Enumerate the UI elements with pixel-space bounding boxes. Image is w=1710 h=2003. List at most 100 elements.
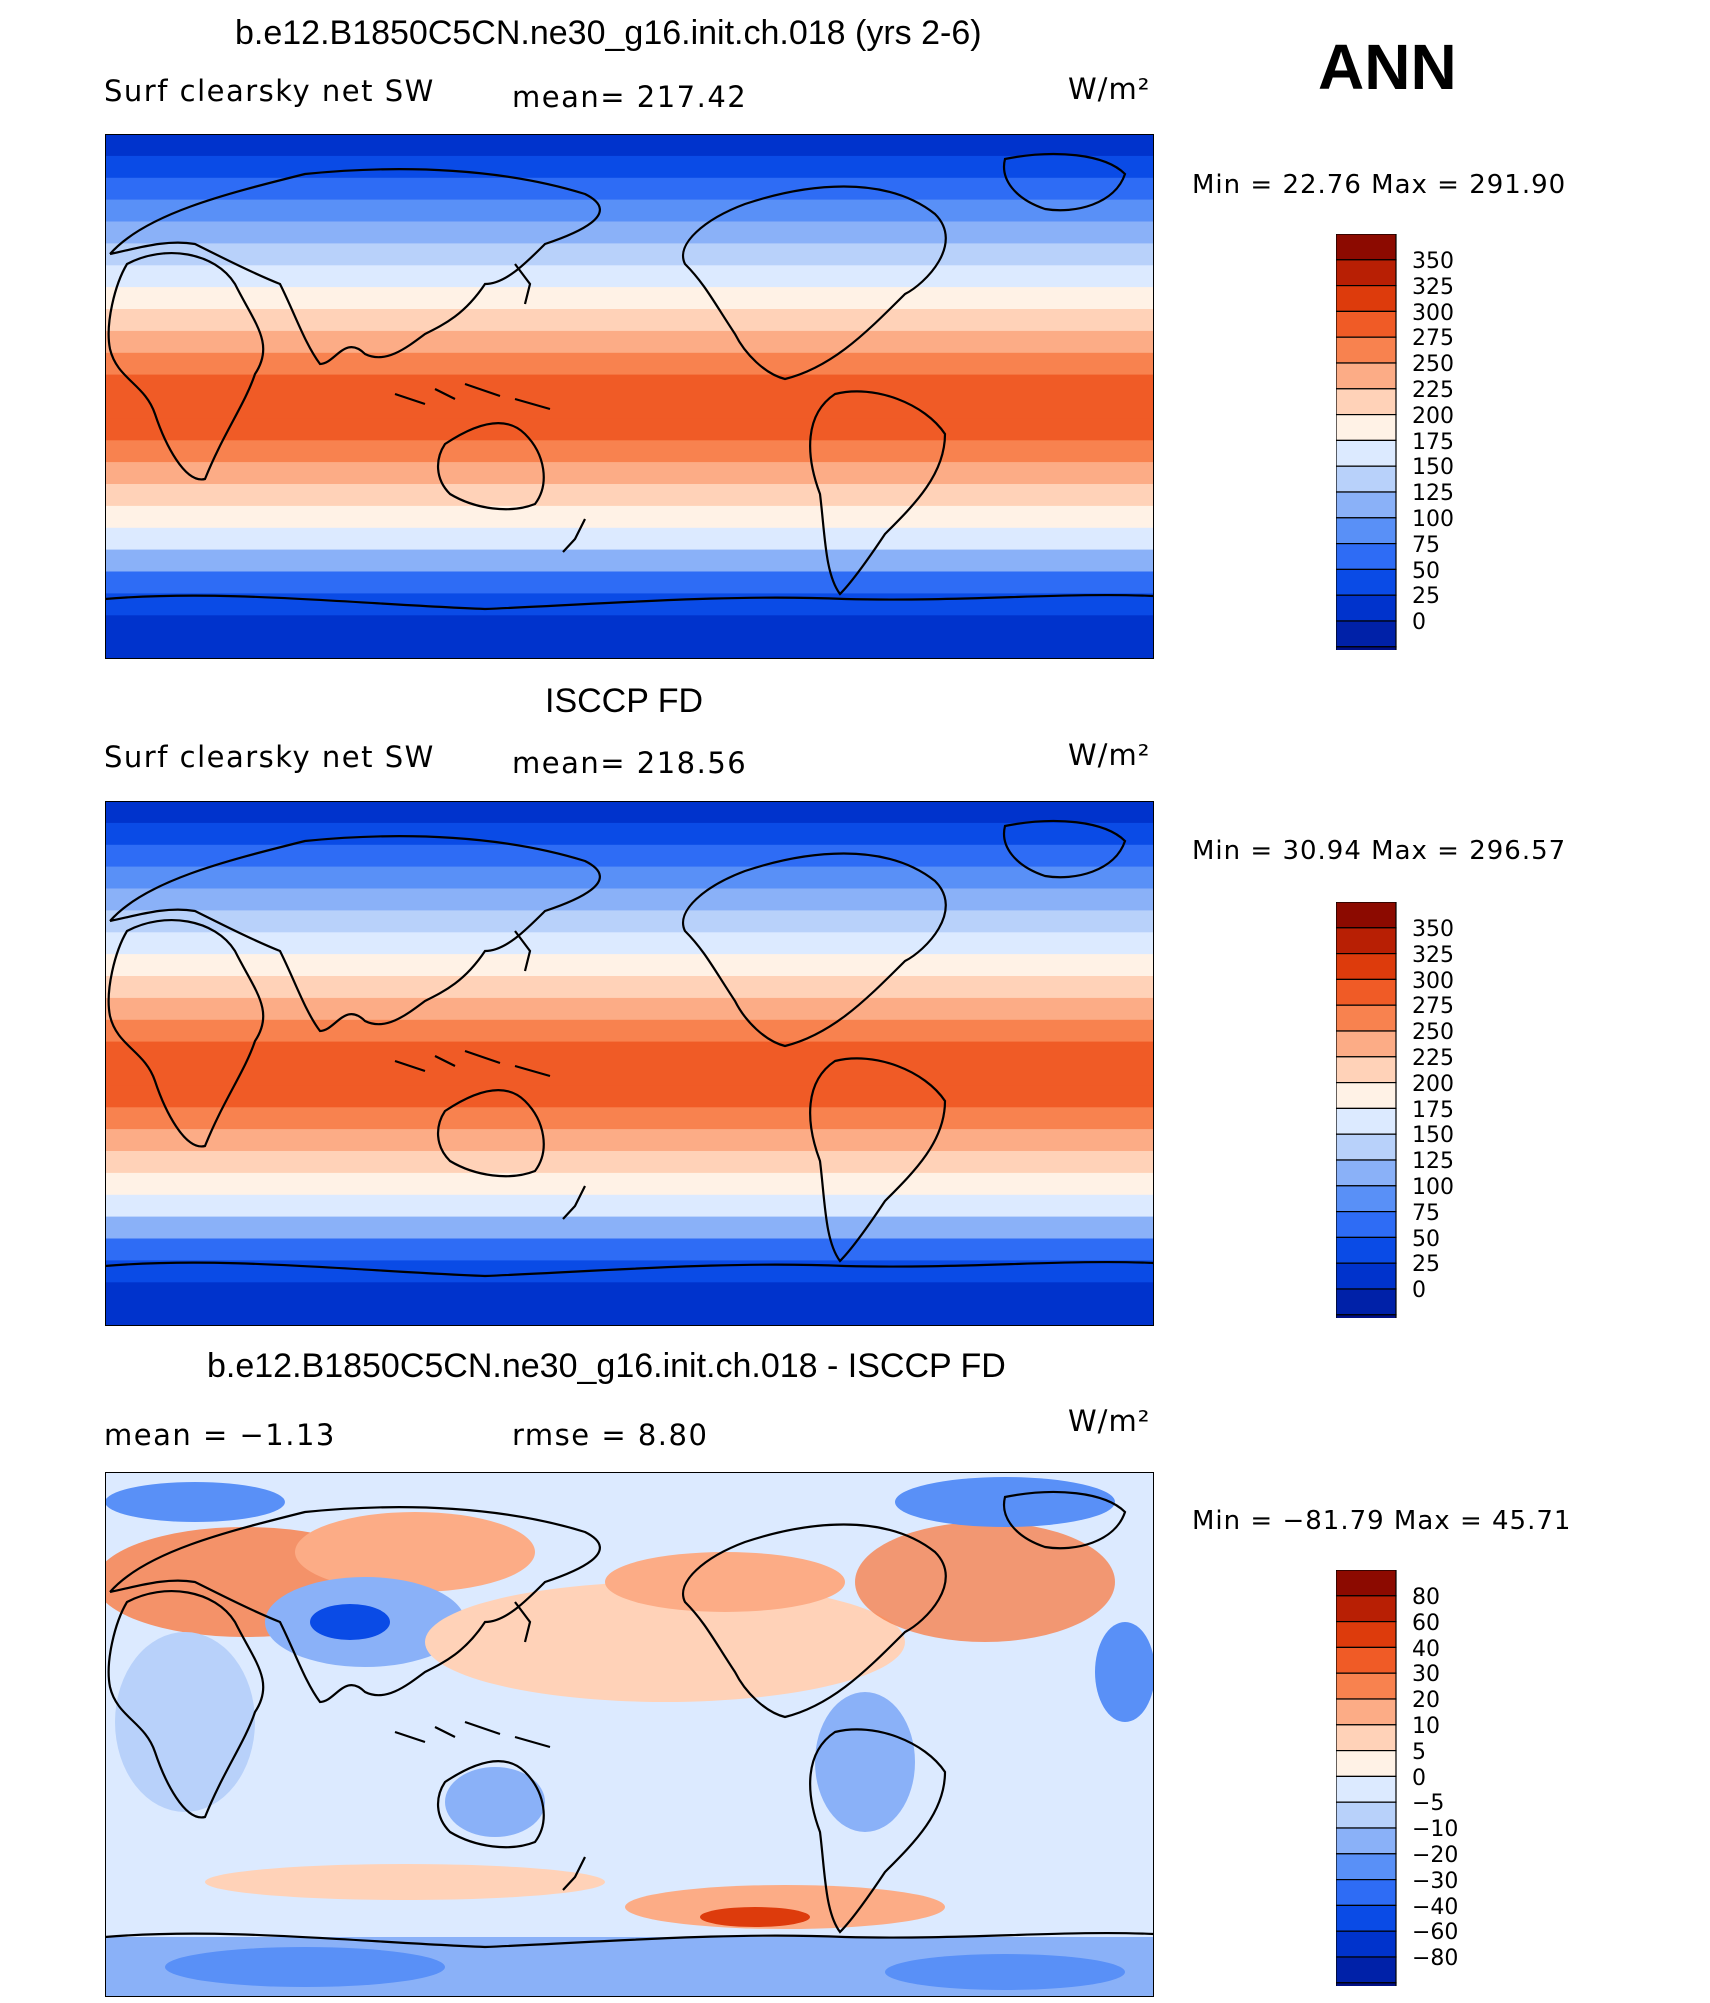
panel3-title: b.e12.B1850C5CN.ne30_g16.init.ch.018 - I… xyxy=(207,1347,1006,1385)
colorbar-tick-label: 150 xyxy=(1412,455,1454,481)
colorbar-tick-label: 5 xyxy=(1412,1739,1426,1765)
zonal-band xyxy=(105,571,1154,595)
colorbar-swatch xyxy=(1336,1288,1397,1316)
colorbar-swatch xyxy=(1336,1004,1397,1032)
colorbar-tick-label: 300 xyxy=(1412,300,1454,326)
colorbar-tick-label: 0 xyxy=(1412,1278,1426,1304)
colorbar-swatch xyxy=(1336,902,1397,929)
panel3-rmse-label: rmse = 8.80 xyxy=(512,1418,709,1452)
colorbar-tick-label: −5 xyxy=(1412,1791,1445,1817)
panel3-units: W/m² xyxy=(1068,1404,1151,1438)
colorbar-tick-label: 200 xyxy=(1412,403,1454,429)
zonal-band xyxy=(105,1172,1154,1196)
zonal-band xyxy=(105,309,1154,332)
zonal-band xyxy=(105,1063,1154,1087)
colorbar-tick-label: −40 xyxy=(1412,1894,1459,1920)
colorbar-tick-label: 350 xyxy=(1412,917,1454,942)
zonal-band xyxy=(105,418,1154,442)
colorbar-swatch xyxy=(1336,1570,1397,1597)
colorbar-tick-label: 30 xyxy=(1412,1662,1440,1688)
zonal-band xyxy=(105,155,1154,179)
colorbar-tick-label: 150 xyxy=(1412,1123,1454,1149)
panel2-units: W/m² xyxy=(1068,738,1151,772)
zonal-band xyxy=(105,1019,1154,1043)
colorbar-tick-label: 20 xyxy=(1412,1688,1440,1714)
panel3-map xyxy=(105,1472,1154,1997)
colorbar-swatch xyxy=(1336,439,1397,467)
colorbar-tick-label: 60 xyxy=(1412,1610,1440,1636)
colorbar-tick-label: 50 xyxy=(1412,558,1440,584)
zonal-band xyxy=(105,484,1154,507)
colorbar-tick-label: 325 xyxy=(1412,942,1454,968)
panel2-coastlines xyxy=(105,819,1154,1278)
panel1-variable-label: Surf clearsky net SW xyxy=(104,74,435,108)
panel3-min-max: Min = −81.79 Max = 45.71 xyxy=(1192,1506,1572,1536)
zonal-band xyxy=(105,1129,1154,1152)
panel2-map xyxy=(105,801,1154,1326)
colorbar-tick-label: 0 xyxy=(1412,610,1426,636)
colorbar-tick-label: 250 xyxy=(1412,352,1454,378)
zonal-band xyxy=(105,199,1154,223)
colorbar-swatch xyxy=(1336,1159,1397,1187)
zonal-band xyxy=(105,134,1154,157)
colorbar-swatch xyxy=(1336,1750,1397,1778)
colorbar-swatch xyxy=(1336,1185,1397,1213)
zonal-band xyxy=(105,932,1154,956)
zonal-band xyxy=(105,844,1154,868)
panel1-coastlines xyxy=(105,152,1154,611)
colorbar-tick-label: 125 xyxy=(1412,1149,1454,1175)
colorbar-tick-label: −20 xyxy=(1412,1843,1459,1868)
zonal-band xyxy=(105,330,1154,354)
panel1-zonal-bands xyxy=(105,134,1154,659)
zonal-band xyxy=(105,265,1154,289)
zonal-band xyxy=(105,221,1154,245)
colorbar-swatch xyxy=(1336,1775,1397,1803)
panel3-coastlines xyxy=(105,1490,1154,1949)
panel1-map xyxy=(105,134,1154,659)
colorbar-tick-label: −30 xyxy=(1412,1868,1459,1894)
colorbar-swatch xyxy=(1336,1030,1397,1058)
colorbar-swatch xyxy=(1336,646,1397,650)
panel2-min-max: Min = 30.94 Max = 296.57 xyxy=(1192,836,1567,866)
panel2-variable-label: Surf clearsky net SW xyxy=(104,740,435,774)
colorbar-swatch xyxy=(1336,1133,1397,1161)
zonal-band xyxy=(105,374,1154,398)
panel3-anomaly-patches xyxy=(105,1477,1154,1997)
colorbar-tick-label: −60 xyxy=(1412,1920,1459,1946)
colorbar-tick-label: 250 xyxy=(1412,1020,1454,1046)
zonal-band xyxy=(105,177,1154,201)
colorbar-swatch xyxy=(1336,491,1397,519)
zonal-band xyxy=(105,440,1154,464)
zonal-band xyxy=(105,997,1154,1021)
colorbar-tick-label: 200 xyxy=(1412,1071,1454,1097)
colorbar-tick-label: 25 xyxy=(1412,584,1440,610)
colorbar-tick-label: 75 xyxy=(1412,1200,1440,1226)
colorbar-swatch xyxy=(1336,594,1397,622)
colorbar-swatch xyxy=(1336,414,1397,442)
zonal-band xyxy=(105,910,1154,934)
colorbar-swatch xyxy=(1336,1620,1397,1648)
colorbar-tick-label: −80 xyxy=(1412,1946,1459,1972)
colorbar-tick-label: −10 xyxy=(1412,1817,1459,1843)
colorbar-tick-label: 225 xyxy=(1412,378,1454,403)
colorbar-tick-label: 225 xyxy=(1412,1046,1454,1071)
colorbar-swatch xyxy=(1336,952,1397,980)
colorbar-tick-label: 175 xyxy=(1412,429,1454,455)
zonal-band xyxy=(105,287,1154,310)
colorbar-swatch xyxy=(1336,620,1397,648)
colorbar-swatch xyxy=(1336,1672,1397,1700)
colorbar-tick-label: 75 xyxy=(1412,532,1440,558)
colorbar-swatch xyxy=(1336,259,1397,287)
zonal-band xyxy=(105,615,1154,639)
colorbar-swatch xyxy=(1336,1262,1397,1290)
colorbar-tick-label: 0 xyxy=(1412,1765,1426,1791)
colorbar-swatch xyxy=(1336,465,1397,493)
zonal-band xyxy=(105,462,1154,485)
zonal-band xyxy=(105,1216,1154,1240)
colorbar-swatch xyxy=(1336,1211,1397,1239)
colorbar-swatch xyxy=(1336,1801,1397,1829)
colorbar-swatch xyxy=(1336,336,1397,364)
colorbar-swatch xyxy=(1336,1853,1397,1881)
colorbar-swatch xyxy=(1336,1904,1397,1932)
colorbar-swatch xyxy=(1336,362,1397,390)
